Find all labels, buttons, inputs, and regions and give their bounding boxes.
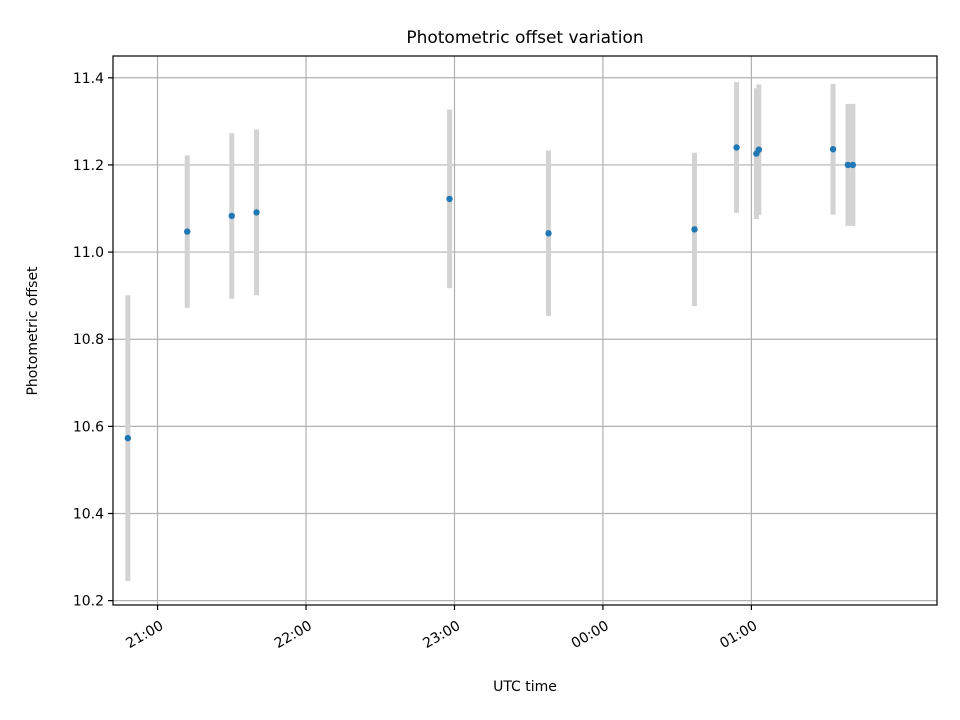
y-tick-label: 10.2 xyxy=(73,594,104,610)
y-axis-label: Photometric offset xyxy=(25,266,41,396)
y-tick-label: 11.2 xyxy=(73,158,104,174)
x-axis-label: UTC time xyxy=(493,679,557,695)
y-tick-label: 11.4 xyxy=(73,71,104,87)
data-point xyxy=(829,146,837,153)
y-axis-ticks: 10.2 10.4 10.6 10.8 11.0 11.2 11.4 xyxy=(73,71,113,610)
data-point xyxy=(545,230,552,237)
data-point xyxy=(844,161,852,169)
y-tick-label: 11.0 xyxy=(73,245,104,261)
plot-area xyxy=(113,56,937,605)
data-point xyxy=(849,161,857,169)
data-point xyxy=(124,434,132,442)
data-point xyxy=(253,209,260,216)
y-tick-label: 10.6 xyxy=(73,419,104,435)
data-point xyxy=(184,228,191,235)
grid xyxy=(113,56,937,605)
data-point xyxy=(691,226,698,233)
y-tick-label: 10.4 xyxy=(73,507,104,523)
chart-title: Photometric offset variation xyxy=(406,28,643,48)
data-point xyxy=(755,146,763,153)
data-point xyxy=(446,195,453,203)
data-point xyxy=(228,212,235,220)
axes-frame xyxy=(112,55,938,606)
data-points xyxy=(124,144,857,442)
data-point xyxy=(733,144,740,151)
y-tick-label: 10.8 xyxy=(73,332,104,348)
